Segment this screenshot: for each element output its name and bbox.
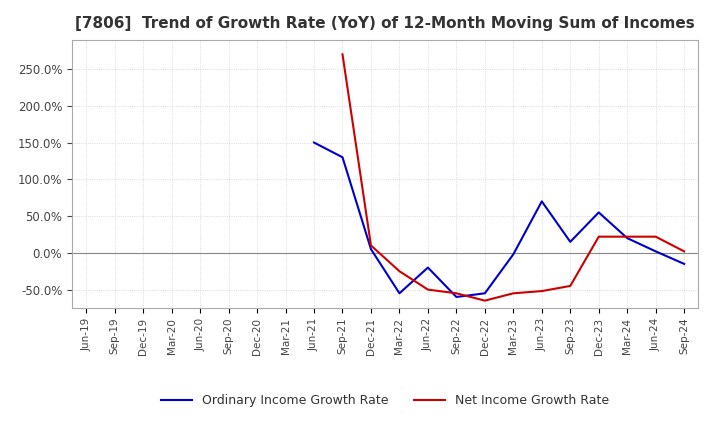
Ordinary Income Growth Rate [509, 252, 518, 257]
Net Income Growth Rate [566, 283, 575, 289]
Net Income Growth Rate [509, 291, 518, 296]
Net Income Growth Rate [366, 243, 375, 248]
Line: Ordinary Income Growth Rate: Ordinary Income Growth Rate [314, 143, 684, 297]
Ordinary Income Growth Rate [566, 239, 575, 245]
Net Income Growth Rate [595, 234, 603, 239]
Ordinary Income Growth Rate [537, 199, 546, 204]
Net Income Growth Rate [338, 51, 347, 57]
Net Income Growth Rate [537, 289, 546, 294]
Net Income Growth Rate [423, 287, 432, 292]
Net Income Growth Rate [623, 234, 631, 239]
Ordinary Income Growth Rate [366, 246, 375, 252]
Title: [7806]  Trend of Growth Rate (YoY) of 12-Month Moving Sum of Incomes: [7806] Trend of Growth Rate (YoY) of 12-… [76, 16, 695, 32]
Ordinary Income Growth Rate [338, 154, 347, 160]
Ordinary Income Growth Rate [680, 261, 688, 267]
Legend: Ordinary Income Growth Rate, Net Income Growth Rate: Ordinary Income Growth Rate, Net Income … [156, 389, 614, 412]
Ordinary Income Growth Rate [480, 291, 489, 296]
Ordinary Income Growth Rate [595, 210, 603, 215]
Ordinary Income Growth Rate [423, 265, 432, 270]
Net Income Growth Rate [395, 268, 404, 274]
Ordinary Income Growth Rate [652, 249, 660, 254]
Ordinary Income Growth Rate [395, 291, 404, 296]
Ordinary Income Growth Rate [623, 235, 631, 241]
Ordinary Income Growth Rate [452, 294, 461, 300]
Net Income Growth Rate [680, 249, 688, 254]
Line: Net Income Growth Rate: Net Income Growth Rate [343, 54, 684, 301]
Net Income Growth Rate [452, 291, 461, 296]
Net Income Growth Rate [480, 298, 489, 303]
Ordinary Income Growth Rate [310, 140, 318, 145]
Net Income Growth Rate [652, 234, 660, 239]
